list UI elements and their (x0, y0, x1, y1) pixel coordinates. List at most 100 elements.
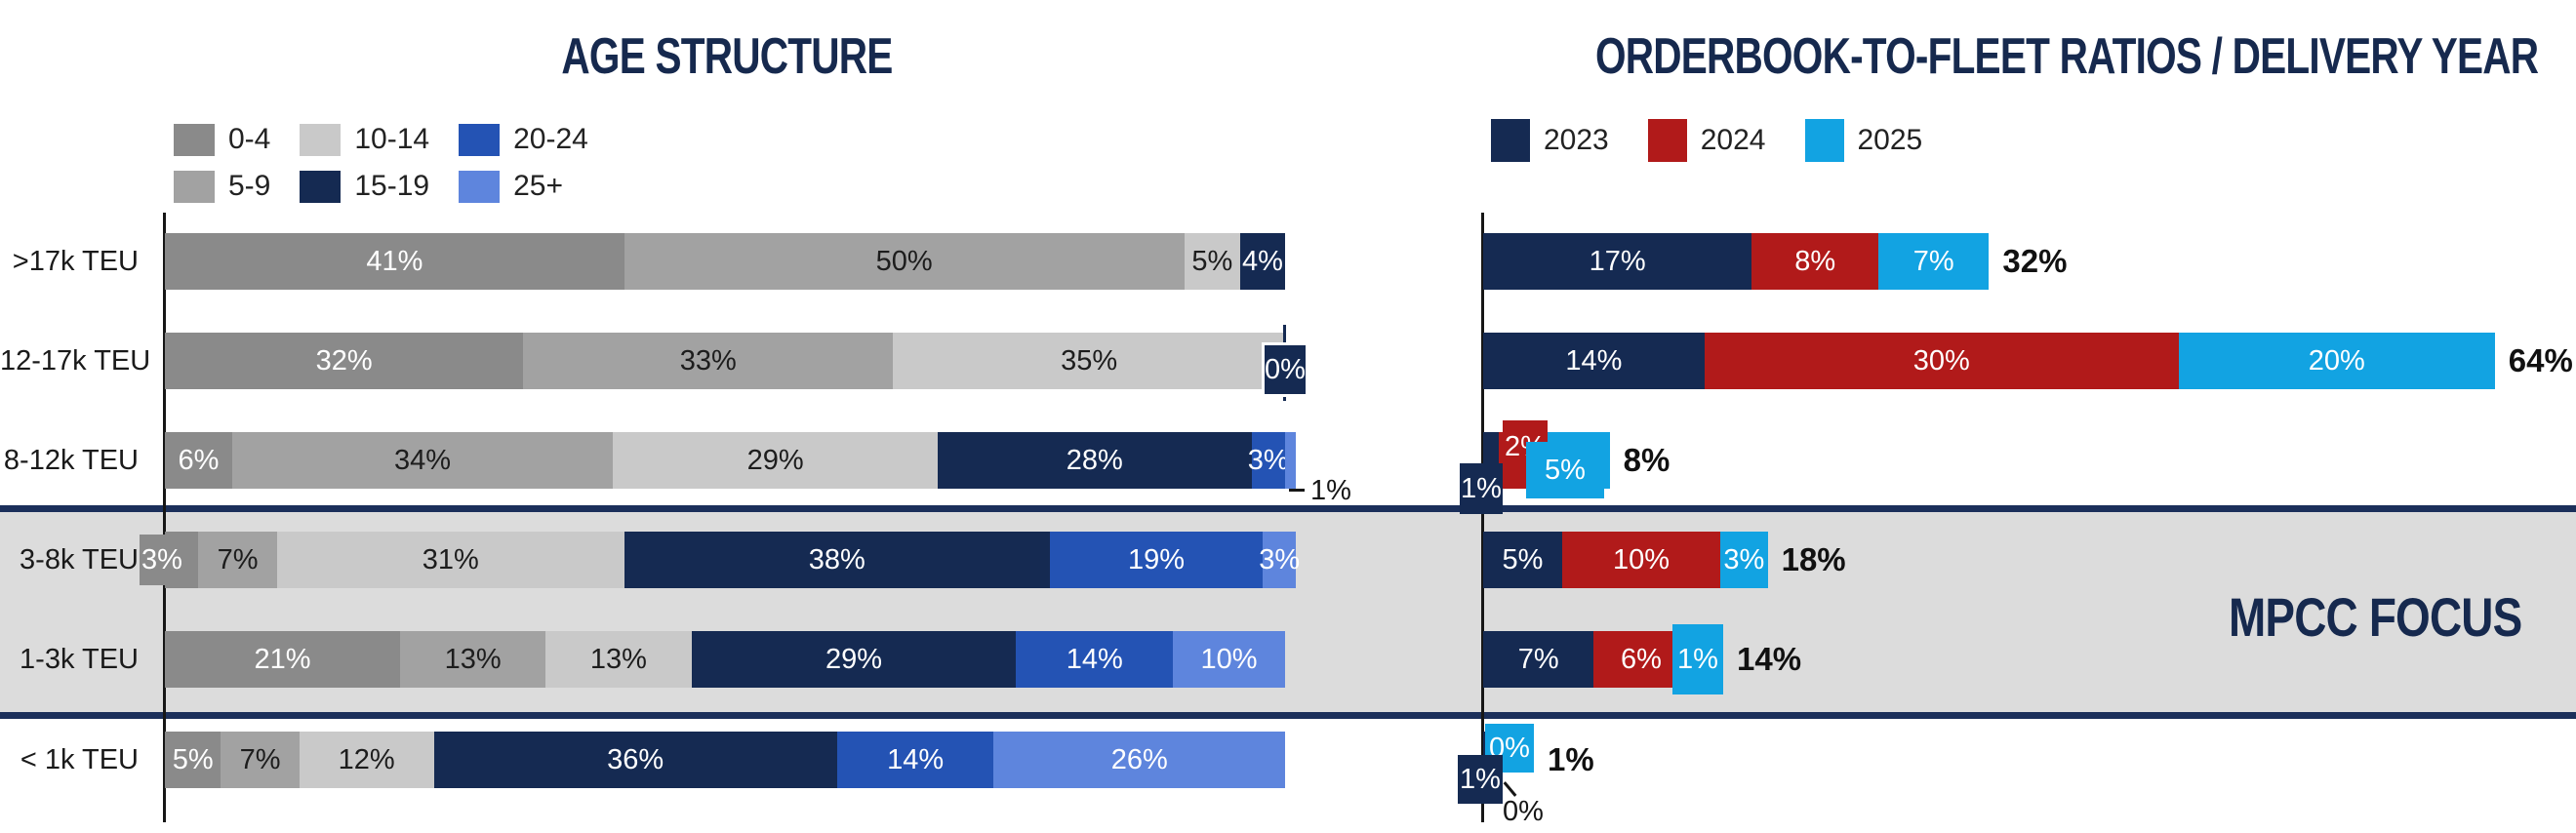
callout-box-2023: 1% (1460, 463, 1503, 514)
segment-2025: 7% (1877, 233, 1990, 290)
segment-0-4: 32% (165, 333, 524, 389)
bar-row-12-17k TEU: 14% 30% 20% 64% (1483, 333, 2573, 389)
bar-row-3-8k TEU: 5% 10% 3% 18% (1483, 532, 1846, 588)
callout-box-2023: 1% (1458, 755, 1503, 804)
right-chart-axis (1481, 213, 1484, 822)
legend-swatch-2023 (1491, 119, 1530, 162)
segment-20-24: 14% (1016, 631, 1174, 688)
legend-label-2024: 2024 (1700, 124, 1766, 156)
category-label: 12-17k TEU (0, 345, 151, 377)
legend-swatch-0-4 (174, 123, 215, 156)
row-total-label: 1% (1548, 741, 1594, 777)
segment-25+: 26% (993, 732, 1285, 788)
segment-2024: 8% (1751, 233, 1878, 290)
segment-25+ (1284, 432, 1297, 489)
legend-swatch-5-9 (174, 170, 215, 203)
divider-line-top (0, 505, 2576, 512)
segment-5-9: 13% (400, 631, 546, 688)
bar-row->17k TEU: 41% 50% 5% 4% (165, 233, 1285, 290)
segment-20-24: 14% (836, 732, 994, 788)
segment-2023: 17% (1483, 233, 1752, 290)
row-total-label: 32% (2002, 243, 2068, 279)
legend-swatch-25+ (459, 170, 501, 203)
segment-25+: 3% (1259, 532, 1300, 588)
segment-5-9: 7% (221, 732, 300, 788)
bar-row-1-3k TEU: 21% 13% 13% 29% 14% 10% (165, 631, 1285, 688)
legend-item-10-14: 10-14 (300, 117, 429, 162)
segment-0-4: 5% (165, 732, 221, 788)
legend-item-20-24: 20-24 (459, 117, 588, 162)
legend-swatch-2024 (1647, 119, 1687, 162)
right-chart-title: ORDERBOOK-TO-FLEET RATIOS / DELIVERY YEA… (1594, 28, 2539, 85)
segment-25+: 10% (1173, 631, 1285, 688)
callout-box-0-4: 3% (140, 535, 184, 585)
legend-label-10-14: 10-14 (354, 123, 430, 155)
bar-row-3-8k TEU: 7% 31% 38% 19% 3% 3% (140, 532, 1300, 588)
callout-box-2025: 5% (1526, 442, 1604, 498)
legend-item-25+: 25+ (459, 164, 588, 209)
category-label: < 1k TEU (20, 744, 139, 775)
segment-2025: 3% (1720, 532, 1768, 588)
legend-swatch-2025 (1804, 119, 1844, 162)
segment-2023: 5% (1483, 532, 1562, 588)
bar-row->17k TEU: 17% 8% 7% 32% (1483, 233, 2067, 290)
delivery-year-legend: 2023 2024 2025 (1491, 119, 1922, 162)
divider-line-bottom (0, 712, 2576, 719)
segment-10-14: 13% (545, 631, 692, 688)
category-label: 8-12k TEU (3, 445, 139, 476)
bar-row-< 1k TEU: 0% 1% 0% 1% (1458, 724, 1594, 827)
legend-label-20-24: 20-24 (513, 123, 588, 155)
callout-tick-25+ (1289, 489, 1305, 492)
row-total-label: 8% (1623, 442, 1670, 478)
legend-label-2023: 2023 (1544, 124, 1609, 156)
segment-0-4: 41% (165, 233, 624, 290)
row-total-label: 14% (1737, 641, 1802, 677)
legend-item-2023: 2023 (1491, 119, 1609, 162)
segment-2024: 10% (1562, 532, 1720, 588)
legend-item-5-9: 5-9 (174, 164, 270, 209)
callout-box-15-19: 0% (1262, 342, 1308, 397)
legend-label-15-19: 15-19 (354, 170, 430, 202)
bar-row-8-12k TEU: 6% 34% 29% 28% 3% 1% (165, 432, 1351, 506)
segment-5-9: 7% (198, 532, 277, 588)
segment-5-9: 50% (624, 233, 1185, 290)
bar-row-8-12k TEU: 1% 2% 5% 8% (1460, 420, 1670, 514)
segment-20-24: 3% (1248, 432, 1289, 489)
bar-row-12-17k TEU: 32% 33% 35% 0% (165, 325, 1308, 401)
legend-swatch-10-14 (300, 123, 342, 156)
row-total-label: 64% (2508, 342, 2573, 378)
legend-item-2024: 2024 (1647, 119, 1766, 162)
row-total-label: 18% (1781, 541, 1846, 577)
category-label: 1-3k TEU (20, 644, 139, 675)
segment-10-14: 12% (299, 732, 434, 788)
segment-15-19: 38% (624, 532, 1050, 588)
left-chart-title: AGE STRUCTURE (561, 28, 893, 85)
age-structure-legend: 0-4 5-9 10-14 15-19 20-24 25+ (174, 117, 588, 209)
category-label: >17k TEU (12, 246, 139, 277)
legend-label-25+: 25+ (513, 170, 563, 202)
bar-row-1-3k TEU: 7% 6% 1% 14% (1483, 624, 1801, 694)
segment-10-14: 31% (276, 532, 624, 588)
segment-2024: 30% (1704, 333, 2179, 389)
segment-20-24: 19% (1049, 532, 1264, 588)
legend-label-5-9: 5-9 (228, 170, 271, 202)
callout-box-2025: 1% (1672, 624, 1723, 694)
legend-item-0-4: 0-4 (174, 117, 270, 162)
legend-label-2025: 2025 (1857, 124, 1923, 156)
segment-5-9: 33% (523, 333, 894, 389)
segment-0-4: 21% (165, 631, 401, 688)
segment-10-14: 29% (613, 432, 939, 489)
segment-15-19: 28% (938, 432, 1252, 489)
segment-10-14: 35% (893, 333, 1285, 389)
segment-5-9: 34% (231, 432, 614, 489)
segment-2023: 14% (1483, 333, 1705, 389)
callout-text-2024: 0% (1503, 796, 1544, 827)
bar-row-< 1k TEU: 5% 7% 12% 36% 14% 26% (165, 732, 1285, 788)
segment-15-19: 29% (691, 631, 1017, 688)
callout-text-25+: 1% (1310, 475, 1351, 506)
segment-10-14: 5% (1184, 233, 1241, 290)
category-label: 3-8k TEU (20, 544, 139, 575)
segment-15-19: 36% (433, 732, 837, 788)
segment-15-19: 4% (1240, 233, 1285, 290)
legend-item-2025: 2025 (1804, 119, 1923, 162)
